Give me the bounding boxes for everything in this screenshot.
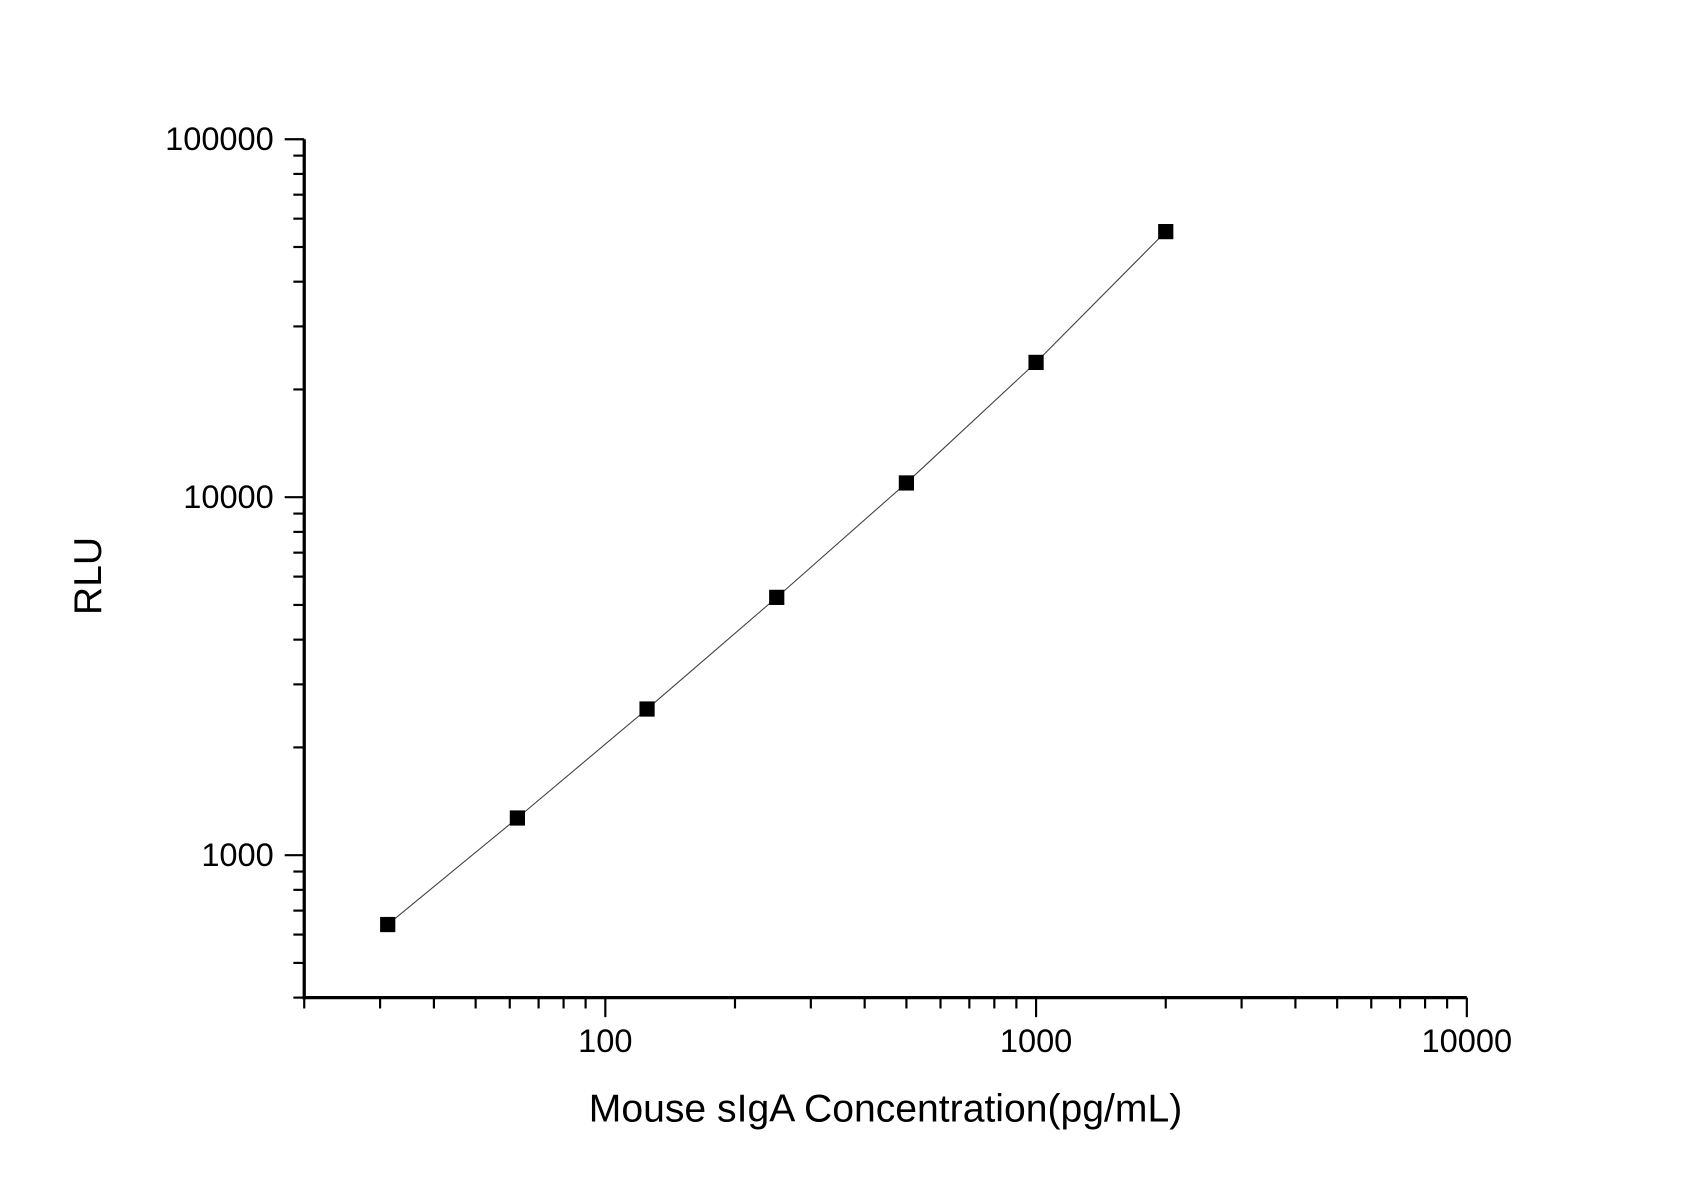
y-tick-label: 10000: [183, 478, 274, 515]
ticks: [284, 138, 1468, 1018]
x-tick-label: 1000: [1000, 1022, 1072, 1059]
data-point-marker: [1028, 354, 1044, 371]
fit-curve: [387, 231, 1167, 925]
data-point-marker: [1158, 224, 1174, 240]
y-axis-label: RLU: [67, 537, 110, 615]
x-tick-label: 100: [578, 1022, 632, 1059]
data-point-marker: [769, 589, 785, 605]
y-tick-labels: 1000 10000 100000: [165, 120, 274, 873]
x-tick-label: 10000: [1422, 1022, 1513, 1059]
data-point-marker: [380, 916, 396, 933]
fit-line: [387, 231, 1167, 925]
y-tick-label: 1000: [201, 836, 273, 873]
data-points: [380, 224, 1174, 933]
x-tick-labels: 100 1000 10000: [578, 1022, 1512, 1059]
y-tick-label: 100000: [165, 120, 274, 157]
data-point-marker: [898, 475, 915, 491]
x-axis-label: Mouse sIgA Concentration(pg/mL): [589, 1087, 1182, 1130]
data-point-marker: [509, 810, 525, 826]
data-point-marker: [639, 701, 655, 717]
axes: [302, 139, 1467, 1000]
